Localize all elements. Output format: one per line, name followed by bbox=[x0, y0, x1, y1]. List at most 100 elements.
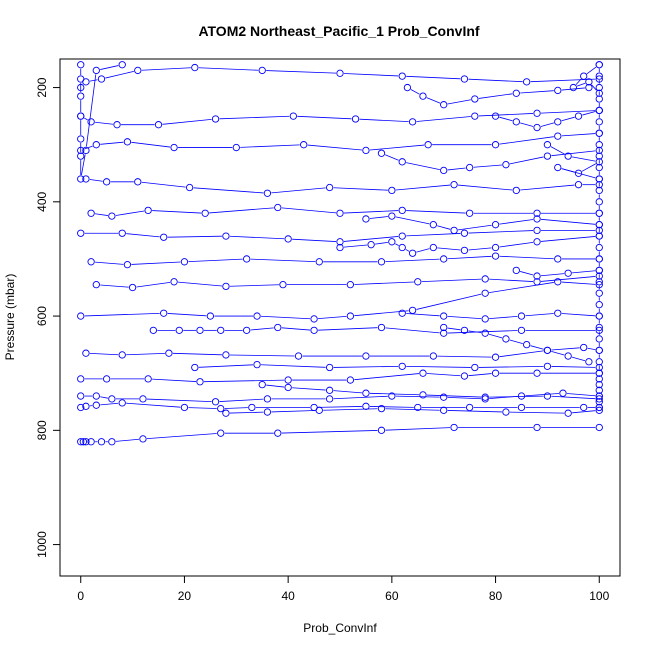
data-point bbox=[419, 92, 427, 100]
data-point bbox=[87, 258, 95, 266]
series-26 bbox=[222, 404, 603, 417]
series-segment bbox=[457, 224, 492, 231]
data-point bbox=[388, 238, 396, 246]
series-segment bbox=[540, 218, 596, 225]
data-point bbox=[217, 404, 225, 413]
data-point bbox=[82, 349, 90, 357]
data-point bbox=[543, 346, 552, 354]
x-axis: 0 20 40 60 80 100 bbox=[77, 575, 610, 603]
data-point bbox=[222, 282, 230, 291]
data-point bbox=[440, 101, 448, 109]
data-point bbox=[325, 183, 334, 192]
data-point bbox=[77, 61, 85, 69]
data-point bbox=[274, 323, 282, 332]
data-point bbox=[77, 375, 85, 383]
data-point bbox=[325, 386, 334, 394]
series-segment bbox=[229, 235, 285, 240]
data-point bbox=[543, 152, 552, 160]
data-point bbox=[92, 392, 100, 400]
data-point bbox=[77, 75, 85, 83]
series-segment bbox=[499, 350, 544, 358]
data-point bbox=[554, 309, 562, 317]
data-point bbox=[523, 78, 531, 86]
series-segment bbox=[89, 79, 98, 82]
series-segment bbox=[84, 145, 93, 150]
y-axis: 200 400 600 800 1000 bbox=[35, 77, 61, 558]
data-point bbox=[175, 326, 183, 335]
series-segment bbox=[572, 410, 596, 414]
data-point bbox=[82, 146, 90, 155]
data-point bbox=[569, 83, 577, 92]
data-point bbox=[263, 395, 272, 403]
series-segment bbox=[250, 258, 316, 263]
series-28 bbox=[336, 232, 603, 257]
data-point bbox=[191, 363, 199, 372]
data-point bbox=[543, 362, 552, 370]
series-segment bbox=[395, 184, 451, 191]
data-point bbox=[533, 272, 541, 280]
data-point bbox=[429, 243, 437, 252]
series-segment bbox=[131, 141, 171, 148]
series-segment bbox=[421, 278, 482, 283]
series-27 bbox=[191, 360, 603, 372]
data-point bbox=[196, 326, 204, 335]
data-point bbox=[123, 261, 132, 269]
series-segment bbox=[426, 97, 441, 104]
data-point bbox=[336, 69, 344, 77]
series-segment bbox=[530, 345, 544, 350]
series-segment bbox=[478, 93, 513, 99]
data-point bbox=[595, 272, 603, 280]
data-point bbox=[533, 238, 541, 246]
data-point bbox=[217, 326, 225, 335]
series-segment bbox=[395, 395, 440, 398]
data-point bbox=[460, 75, 469, 83]
plot-area bbox=[59, 58, 621, 577]
data-point bbox=[362, 146, 370, 155]
data-point bbox=[346, 312, 355, 320]
series-segment bbox=[146, 398, 212, 403]
x-tick-label: 80 bbox=[489, 589, 503, 603]
series-segment bbox=[193, 187, 264, 194]
data-point bbox=[180, 403, 189, 412]
series-segment bbox=[468, 230, 534, 234]
data-point bbox=[87, 118, 95, 126]
data-point bbox=[201, 209, 209, 217]
data-point bbox=[595, 129, 603, 137]
series-segment bbox=[406, 233, 461, 237]
data-point bbox=[491, 243, 500, 252]
series-segment bbox=[219, 398, 264, 402]
data-point bbox=[595, 363, 603, 372]
data-point bbox=[429, 221, 437, 229]
data-point bbox=[595, 118, 603, 126]
data-point bbox=[595, 392, 603, 400]
data-point bbox=[97, 75, 106, 83]
data-point bbox=[512, 186, 520, 195]
data-point bbox=[491, 141, 500, 149]
series-segment bbox=[499, 219, 534, 225]
x-tick-label: 60 bbox=[385, 589, 399, 603]
series-segment bbox=[478, 113, 534, 117]
data-point bbox=[185, 183, 194, 192]
data-point bbox=[543, 141, 552, 149]
series-segment bbox=[271, 410, 316, 413]
data-point bbox=[595, 232, 603, 240]
y-tick-label: 200 bbox=[35, 77, 49, 97]
data-point bbox=[419, 391, 427, 399]
data-point bbox=[191, 63, 199, 72]
series-segment bbox=[468, 373, 492, 377]
series-9 bbox=[87, 252, 603, 269]
data-point bbox=[398, 158, 406, 166]
series-segment bbox=[406, 313, 440, 317]
data-point bbox=[108, 438, 116, 446]
data-point bbox=[450, 226, 458, 235]
data-point bbox=[595, 386, 603, 394]
data-point bbox=[595, 181, 603, 189]
data-point bbox=[595, 312, 603, 320]
data-point bbox=[471, 112, 479, 120]
data-point bbox=[595, 186, 603, 195]
series-segment bbox=[395, 243, 399, 246]
series-segment bbox=[551, 395, 596, 400]
data-point bbox=[92, 401, 100, 409]
series-segment bbox=[281, 430, 378, 434]
series-14 bbox=[77, 106, 603, 129]
